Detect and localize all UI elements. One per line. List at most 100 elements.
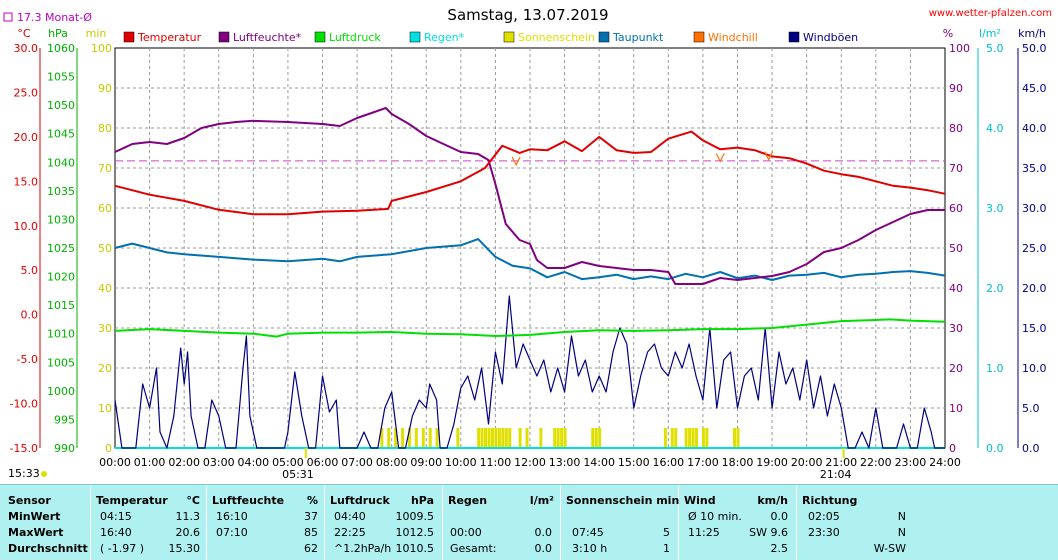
stats-header-press: Luftdruck [330,494,390,507]
x-tick-label: 18:00 [722,456,754,469]
stats-column-divider [206,485,207,560]
sun-bar [435,428,439,448]
temperatur-line [114,130,946,216]
windchill-mark [511,156,521,167]
sun-bar [494,428,498,448]
stats-header-press-unit: hPa [410,494,434,507]
temp-tick-label: -5.0 [17,353,38,366]
humidity-tick-label: 90 [949,82,963,95]
stats-temp-value: 15.30 [168,542,201,555]
stats-column-divider [796,485,797,560]
sun-bar [380,428,384,448]
stats-temp-time: 16:40 [100,526,132,539]
wind-tick-label: 50.0 [1022,42,1047,55]
rain-tick-label: 5.0 [986,42,1004,55]
sun-bar [421,428,425,448]
legend-swatch [409,31,421,43]
sun-tick-label: 10 [98,402,112,415]
x-tick-label: 15:00 [618,456,650,469]
humidity-tick-label: 30 [949,322,963,335]
sun-bar [563,428,567,448]
pressure-tick-label: 1050 [47,99,75,112]
legend-label: Temperatur [137,31,202,44]
stats-hum-time: 07:10 [216,526,248,539]
luftdruck-line [114,318,946,338]
x-tick-label: 12:00 [514,456,546,469]
current-time: 15:33 [8,467,40,480]
rain-tick-label: 3.0 [986,202,1004,215]
stats-column-divider [442,485,443,560]
sun-bar [733,428,737,448]
sun-bar [560,428,564,448]
stats-rain-value: 0.0 [534,542,553,555]
stats-dir-time: 23:30 [808,526,840,539]
humidity-tick-label: 60 [949,202,963,215]
stats-temp-value: 20.6 [175,526,201,539]
sun-bar [477,428,481,448]
stats-sun-value: 5 [663,526,670,539]
legend-label: Sonnenschein [518,31,595,44]
sun-bar [736,428,740,448]
legend-label: Luftdruck [329,31,381,44]
stats-hum-value: 85 [304,526,318,539]
pressure-tick-label: 1025 [47,242,75,255]
stats-row-label: MaxWert [8,526,64,539]
x-tick-label: 00:00 [99,456,131,469]
stats-row-label: Durchschnitt [8,542,88,555]
pressure-tick-label: 1010 [47,328,75,341]
taupunkt-line [114,238,946,281]
legend-swatch [598,31,610,43]
stats-dir-value: N [897,510,906,523]
sun-bar [394,428,398,448]
wind-unit: km/h [1018,27,1046,40]
wind-tick-label: 10.0 [1022,362,1047,375]
legend-swatch [123,31,135,43]
stats-wind-value: 0.0 [770,510,789,523]
sun-bar [501,428,505,448]
stats-header-rain-unit: l/m² [529,494,554,507]
sun-bar [663,428,667,448]
rain-tick-label: 4.0 [986,122,1004,135]
stats-press-time: 22:25 [334,526,366,539]
sun-tick-label: 100 [91,42,112,55]
stats-rain-time: 00:00 [450,526,482,539]
pressure-tick-label: 1055 [47,71,75,84]
pressure-tick-label: 1035 [47,185,75,198]
sun-bar [518,428,522,448]
legend-item: Taupunkt [598,31,664,44]
legend-item: Temperatur [123,31,202,44]
sun-bar [539,428,543,448]
stats-press-value: 1009.5 [395,510,435,523]
sun-bar [484,428,488,448]
temp-tick-label: 5.0 [21,264,39,277]
stats-sun-time: 3:10 h [572,542,608,555]
sun-tick-label: 90 [98,82,112,95]
x-tick-label: 22:00 [860,456,892,469]
series [114,107,946,458]
sun-bar [414,428,418,448]
x-tick-label: 21:00 [825,456,857,469]
rain-unit: l/m² [979,27,1001,40]
x-tick-label: 14:00 [583,456,615,469]
stats-temp-time: ( -1.97 ) [100,542,145,555]
sun-bar [553,428,557,448]
sun-bar [456,428,460,448]
stats-header-sun: Sonnenschein min [566,494,680,507]
sun-unit: min [86,27,107,40]
humidity-tick-label: 70 [949,162,963,175]
sun-tick-label: 40 [98,282,112,295]
stats-header-dir: Richtung [802,494,858,507]
sun-tick-label: 70 [98,162,112,175]
sun-tick-label: 20 [98,362,112,375]
sun-bar [487,428,491,448]
sun-bar [407,428,411,448]
temp-unit: °C [17,27,31,40]
sun-bar [504,428,508,448]
site-url[interactable]: www.wetter-pfalzen.com [929,8,1052,19]
weather-chart: Temperatur Luftfeuchte* Luftdruck Regen* Son… [3,6,1052,481]
sun-bar [428,428,432,448]
temp-tick-label: 0.0 [21,309,39,322]
humidity-tick-label: 50 [949,242,963,255]
humidity-unit: % [943,27,953,40]
x-tick-label: 06:00 [307,456,339,469]
